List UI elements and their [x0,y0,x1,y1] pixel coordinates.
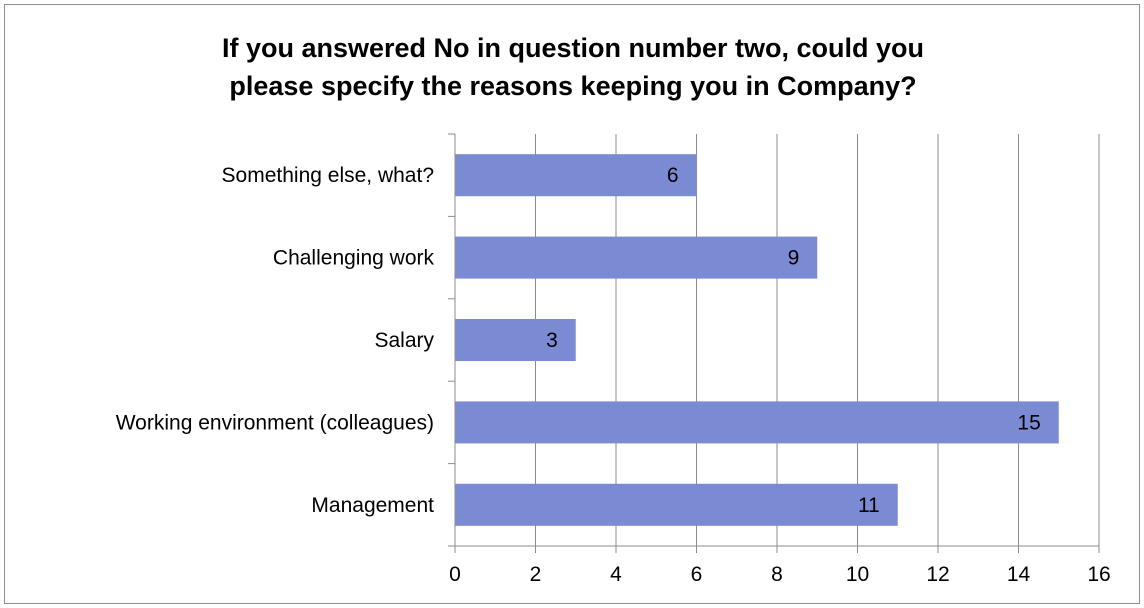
chart-frame: If you answered No in question number tw… [4,4,1140,604]
chart-title-line-2: please specify the reasons keeping you i… [229,71,916,101]
x-tick-label: 14 [1007,563,1031,586]
x-tick-label: 16 [1087,563,1110,586]
chart-title: If you answered No in question number tw… [222,33,924,101]
x-tick-label: 6 [691,563,703,586]
bar-value-label: 11 [858,494,880,517]
bar [455,483,898,526]
category-label: Working environment (colleagues) [116,411,434,434]
category-label: Salary [374,329,434,352]
category-label: Challenging work [273,247,435,270]
x-tick-label: 4 [610,563,622,586]
bar-value-label: 3 [546,329,558,352]
bar [455,236,818,279]
x-tick-label: 12 [926,563,949,586]
chart-canvas: If you answered No in question number tw… [116,33,1111,586]
category-label: Management [311,494,434,517]
bar [455,401,1059,444]
bar-value-label: 6 [667,164,679,187]
x-tick-label: 2 [530,563,542,586]
category-label: Something else, what? [222,164,434,187]
bar-value-label: 9 [788,247,800,270]
axes [448,133,1100,553]
x-tick-label: 8 [771,563,783,586]
labels: 0 2 4 6 8 10 12 14 16 11 Management 15 Working envir… [116,164,1111,586]
bars [455,154,1059,526]
gridlines [535,134,1100,546]
x-tick-label: 0 [449,563,461,586]
chart-title-line-1: If you answered No in question number tw… [222,33,924,63]
bar-value-label: 15 [1017,411,1040,434]
x-tick-label: 10 [846,563,869,586]
bar [455,154,697,197]
bar [455,318,576,362]
